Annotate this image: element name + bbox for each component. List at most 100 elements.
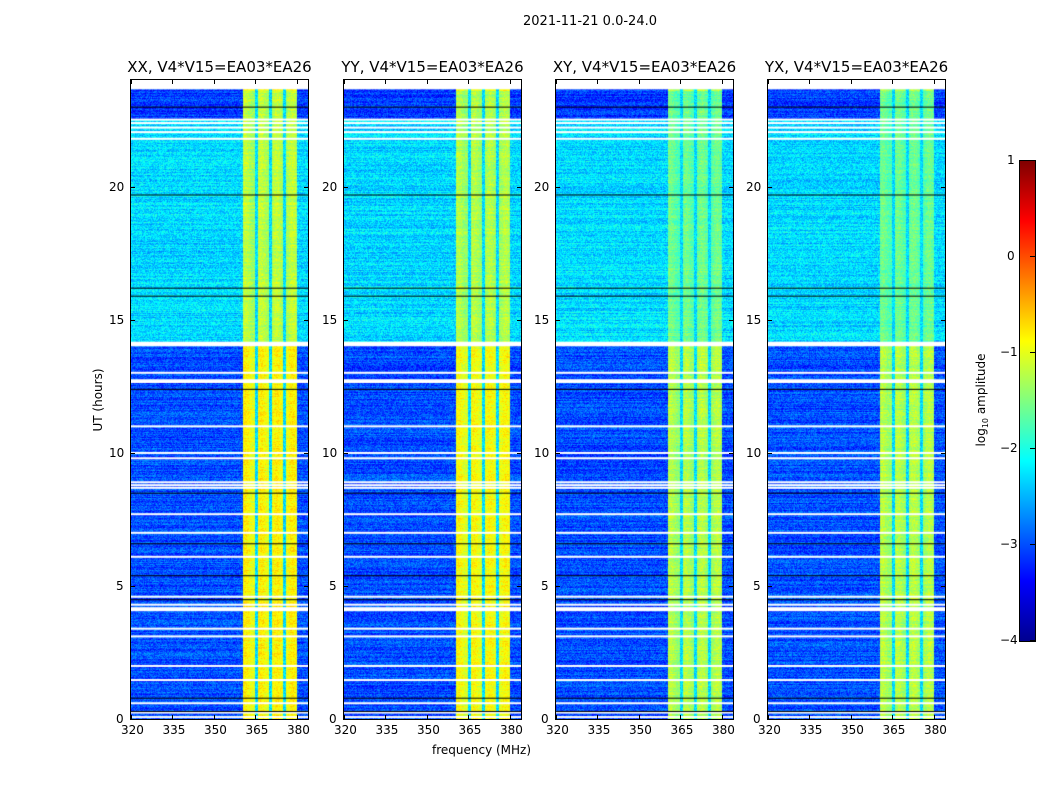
y-tick-label: 15 — [746, 312, 762, 327]
x-tick-mark — [509, 715, 511, 719]
y-tick-mark — [131, 719, 135, 720]
x-tick-mark — [892, 715, 894, 719]
x-tick-mark — [255, 80, 257, 84]
x-tick-mark — [809, 80, 811, 84]
colorbar-tick-label: 0 — [1007, 249, 1015, 263]
x-tick-label: 380 — [286, 723, 310, 737]
y-tick-label: 10 — [746, 445, 762, 460]
figure-title: 2021-11-21 0.0-24.0 — [523, 14, 657, 29]
y-tick-mark — [304, 585, 308, 587]
colorbar-label-suffix: amplitude — [973, 353, 988, 418]
x-tick-mark — [680, 80, 682, 84]
x-tick-mark — [933, 80, 935, 84]
x-tick-mark — [721, 80, 723, 84]
y-tick-mark — [517, 719, 521, 720]
colorbar-tick-mark — [1030, 352, 1035, 353]
heatmap-image — [768, 80, 945, 719]
x-tick-mark — [809, 715, 811, 719]
x-tick-label: 365 — [670, 723, 694, 737]
y-tick-label: 15 — [322, 312, 338, 327]
x-tick-mark — [131, 715, 132, 719]
x-tick-label: 380 — [499, 723, 523, 737]
y-tick-label: 15 — [534, 312, 550, 327]
x-tick-mark — [213, 80, 215, 84]
x-tick-label: 335 — [162, 723, 186, 737]
y-tick-mark — [517, 186, 521, 188]
y-tick-mark — [941, 319, 945, 321]
y-tick-mark — [517, 452, 521, 454]
x-tick-mark — [344, 715, 345, 719]
x-tick-mark — [426, 715, 428, 719]
y-tick-mark — [729, 319, 733, 321]
colorbar-label-sub: 10 — [981, 417, 991, 429]
x-tick-mark — [597, 715, 599, 719]
x-tick-mark — [768, 80, 769, 84]
x-tick-label: 380 — [923, 723, 947, 737]
y-tick-mark — [729, 186, 733, 188]
x-tick-label: 320 — [334, 723, 357, 737]
colorbar-tick-mark — [1030, 640, 1035, 641]
x-tick-mark — [213, 715, 215, 719]
x-tick-mark — [255, 715, 257, 719]
y-tick-mark — [304, 319, 308, 321]
x-tick-label: 320 — [758, 723, 781, 737]
x-tick-mark — [296, 715, 298, 719]
y-tick-mark — [768, 186, 772, 188]
y-tick-mark — [768, 585, 772, 587]
panel-title: YX, V4*V15=EA03*EA26 — [764, 58, 949, 76]
x-axis-label: frequency (MHz) — [432, 743, 532, 757]
y-tick-mark — [941, 585, 945, 587]
colorbar-tick-label: −3 — [1000, 537, 1018, 551]
x-tick-label: 350 — [840, 723, 864, 737]
x-tick-mark — [556, 80, 557, 84]
y-tick-mark — [304, 452, 308, 454]
heatmap-panel — [343, 79, 522, 720]
x-tick-mark — [131, 80, 132, 84]
colorbar-tick-mark — [1030, 160, 1035, 161]
colorbar — [1019, 160, 1036, 642]
y-axis-label: UT (hours) — [91, 368, 105, 432]
y-tick-mark — [517, 319, 521, 321]
x-tick-mark — [556, 715, 557, 719]
y-tick-label: 0 — [753, 712, 761, 726]
y-tick-label: 5 — [329, 578, 337, 593]
y-tick-mark — [768, 319, 772, 321]
x-tick-label: 350 — [416, 723, 440, 737]
y-tick-mark — [344, 719, 348, 720]
heatmap-image — [556, 80, 733, 719]
heatmap-image — [131, 80, 308, 719]
y-tick-mark — [768, 452, 772, 454]
x-tick-mark — [638, 80, 640, 84]
x-tick-label: 335 — [587, 723, 611, 737]
y-tick-mark — [556, 585, 560, 587]
y-tick-mark — [131, 585, 135, 587]
colorbar-tick-label: 1 — [1007, 153, 1015, 167]
y-tick-mark — [131, 452, 135, 454]
x-tick-label: 365 — [458, 723, 482, 737]
y-tick-label: 0 — [541, 712, 549, 726]
colorbar-label-prefix: log — [973, 428, 988, 447]
heatmap-panel — [555, 79, 734, 720]
y-tick-label: 5 — [753, 578, 761, 593]
y-tick-mark — [304, 186, 308, 188]
y-tick-label: 20 — [322, 179, 338, 194]
y-tick-label: 10 — [534, 445, 550, 460]
x-tick-mark — [385, 715, 387, 719]
y-tick-mark — [344, 319, 348, 321]
y-tick-mark — [729, 719, 733, 720]
y-tick-mark — [556, 452, 560, 454]
x-tick-mark — [344, 80, 345, 84]
x-tick-label: 335 — [799, 723, 823, 737]
x-tick-label: 365 — [882, 723, 906, 737]
x-tick-label: 335 — [375, 723, 399, 737]
x-tick-mark — [172, 715, 174, 719]
colorbar-tick-mark — [1030, 448, 1035, 449]
x-tick-label: 380 — [711, 723, 735, 737]
y-tick-mark — [344, 186, 348, 188]
y-tick-label: 20 — [109, 179, 125, 194]
y-tick-label: 10 — [322, 445, 338, 460]
x-tick-mark — [385, 80, 387, 84]
y-tick-label: 15 — [109, 312, 125, 327]
colorbar-tick-mark — [1030, 544, 1035, 545]
y-tick-mark — [556, 186, 560, 188]
